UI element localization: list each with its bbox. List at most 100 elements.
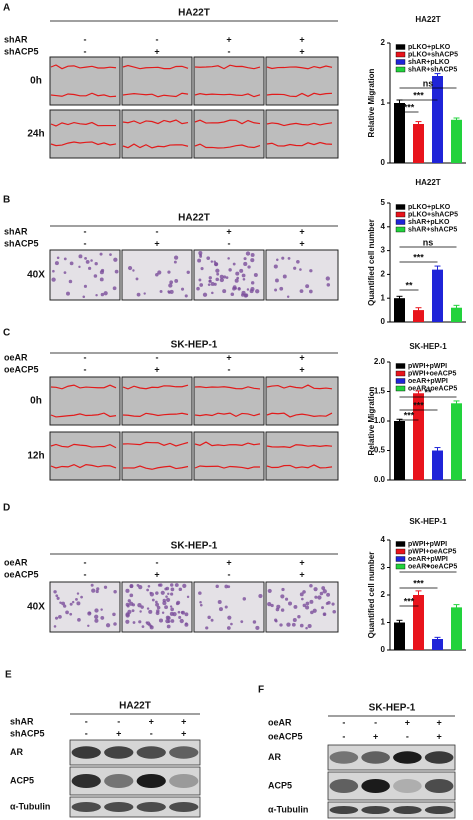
cell xyxy=(165,586,170,591)
cell xyxy=(99,270,104,275)
scratch-edge xyxy=(50,463,117,469)
cell xyxy=(242,597,247,601)
cell xyxy=(293,604,298,609)
cell xyxy=(165,595,168,598)
sign: - xyxy=(406,731,409,741)
blot-band xyxy=(136,746,166,759)
cell xyxy=(113,622,117,626)
scratch-edge xyxy=(50,92,117,98)
cell xyxy=(75,597,78,601)
cell xyxy=(305,601,310,606)
cell xyxy=(207,615,211,620)
cell xyxy=(240,620,244,624)
row-label: oeACP5 xyxy=(4,364,39,374)
magnification-label: 40X xyxy=(27,602,45,613)
cell xyxy=(53,590,57,594)
micrograph xyxy=(49,56,121,106)
blot-label: α-Tubulin xyxy=(268,804,308,814)
cell xyxy=(83,284,87,288)
sign: + xyxy=(154,46,159,56)
cell xyxy=(169,280,174,285)
cell xyxy=(54,616,59,620)
blot-band xyxy=(393,806,422,814)
cell xyxy=(155,273,159,277)
cell xyxy=(95,293,98,297)
scratch-edge xyxy=(266,122,333,127)
cell xyxy=(146,588,149,592)
cell xyxy=(184,622,189,627)
cell xyxy=(148,609,153,614)
cell xyxy=(65,610,69,615)
sign: - xyxy=(228,364,231,374)
significance-label: ns xyxy=(423,78,434,88)
cell xyxy=(88,611,91,615)
legend-swatch xyxy=(395,211,406,218)
bar xyxy=(413,595,424,650)
micrograph xyxy=(121,376,193,426)
scratch-edge xyxy=(122,143,189,149)
cell xyxy=(167,592,170,596)
cell xyxy=(170,583,174,587)
cell xyxy=(68,279,73,284)
cell xyxy=(76,592,80,595)
micrograph xyxy=(121,56,193,106)
panel-title: HA22T xyxy=(178,8,210,19)
micrograph xyxy=(49,249,121,301)
blot-band xyxy=(361,806,390,814)
sign: + xyxy=(181,716,186,726)
micrograph xyxy=(193,431,265,481)
sign: + xyxy=(405,717,410,727)
cell xyxy=(159,583,163,587)
scratch-edge xyxy=(122,119,189,125)
cell xyxy=(296,259,300,264)
scratch-edge xyxy=(194,143,261,149)
cell xyxy=(162,598,166,603)
cell xyxy=(232,262,236,266)
chart-title: SK-HEP-1 xyxy=(409,517,447,526)
row-time-label: 0h xyxy=(30,76,42,87)
sign: + xyxy=(181,728,186,738)
cell xyxy=(173,255,179,260)
cell xyxy=(179,618,184,624)
cell xyxy=(103,291,108,296)
sign: + xyxy=(299,352,304,362)
cell xyxy=(280,608,285,612)
significance-label: ** xyxy=(405,280,413,290)
cell xyxy=(158,618,164,623)
scratch-edge xyxy=(194,441,261,447)
cell xyxy=(127,609,132,614)
y-tick-label: 3 xyxy=(381,563,386,572)
cell xyxy=(198,591,202,595)
cell xyxy=(186,595,190,599)
cell xyxy=(181,610,185,615)
micrograph xyxy=(193,109,265,159)
cell xyxy=(94,262,98,266)
cell xyxy=(243,257,247,261)
scratch-edge xyxy=(122,465,189,470)
cell xyxy=(55,594,59,598)
row-time-label: 24h xyxy=(27,129,44,140)
sign: - xyxy=(342,731,345,741)
sign: - xyxy=(84,46,87,56)
row-label: oeACP5 xyxy=(268,731,303,741)
cell xyxy=(127,599,131,603)
cell xyxy=(258,593,263,599)
micrograph xyxy=(121,109,193,159)
blot-band xyxy=(393,751,422,764)
sign: - xyxy=(84,34,87,44)
legend-label: pWPI+oeACP5 xyxy=(408,548,457,555)
y-tick-label: 1.0 xyxy=(374,416,386,425)
legend-label: oeAR+oeACP5 xyxy=(408,385,457,392)
legend-label: pWPI+oeACP5 xyxy=(408,370,457,377)
scratch-edge xyxy=(122,92,189,98)
significance-label: *** xyxy=(413,90,424,100)
cell xyxy=(174,279,179,283)
cell xyxy=(210,260,214,263)
micrograph xyxy=(49,376,121,426)
cell xyxy=(245,251,251,256)
cell xyxy=(222,289,227,294)
cell xyxy=(198,251,203,256)
cell xyxy=(58,614,62,619)
cell xyxy=(308,289,313,294)
bar xyxy=(394,622,405,650)
